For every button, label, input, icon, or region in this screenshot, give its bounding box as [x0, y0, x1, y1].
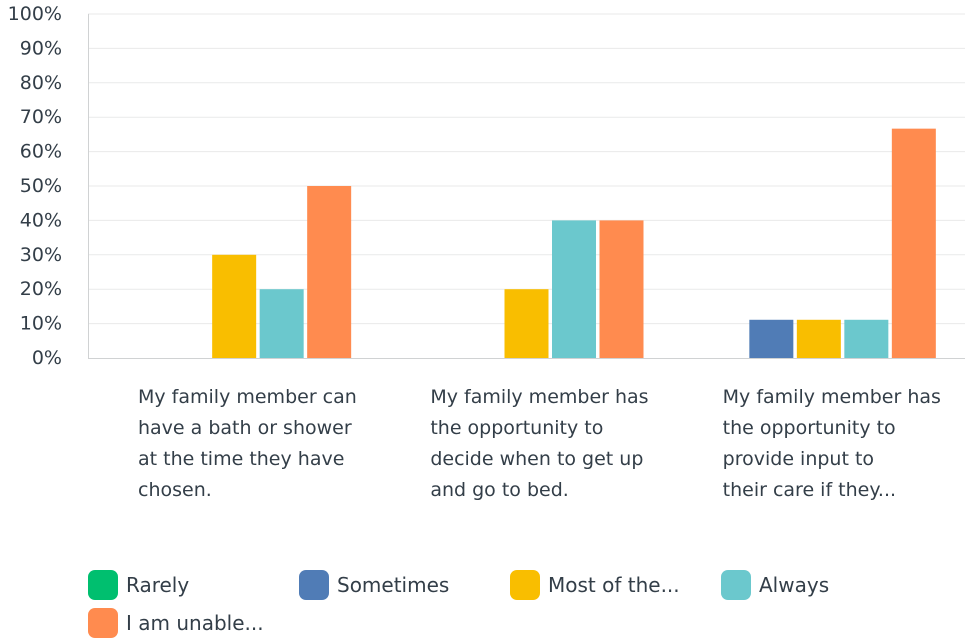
- legend-swatch-always: [721, 570, 751, 600]
- bar-most-of-the-3: [796, 319, 841, 358]
- y-tick-label: 70%: [20, 106, 62, 128]
- x-category-label: their care if they...: [723, 479, 896, 501]
- y-tick-label: 50%: [20, 175, 62, 197]
- x-category-label: and go to bed.: [430, 479, 568, 501]
- y-tick-label: 10%: [20, 313, 62, 335]
- bar-always-1: [259, 289, 304, 358]
- bar-i-am-unable-3: [891, 128, 936, 358]
- legend-item-always[interactable]: Always: [721, 570, 829, 600]
- x-category-label: at the time they have: [138, 448, 344, 470]
- legend-label-rarely: Rarely: [126, 573, 190, 597]
- x-category-label: My family member can: [138, 386, 357, 408]
- legend-label-always: Always: [759, 573, 830, 597]
- legend-item-sometimes[interactable]: Sometimes: [299, 570, 449, 600]
- bar-i-am-unable-2: [599, 220, 644, 358]
- bar-always-3: [844, 319, 889, 358]
- x-category-label: chosen.: [138, 479, 212, 501]
- legend-label-i-am-unable: I am unable...: [126, 611, 264, 635]
- y-tick-label: 30%: [20, 244, 62, 266]
- x-category-label: the opportunity to: [723, 417, 896, 439]
- legend-swatch-sometimes: [299, 570, 329, 600]
- bar-always-2: [552, 220, 596, 358]
- legend-item-rarely[interactable]: Rarely: [88, 570, 189, 600]
- bar-i-am-unable-1: [307, 186, 352, 358]
- y-tick-label: 90%: [20, 37, 62, 59]
- y-tick-label: 40%: [20, 209, 62, 231]
- y-tick-label: 60%: [20, 141, 62, 163]
- y-tick-label: 20%: [20, 278, 62, 300]
- legend-label-most-of-the: Most of the...: [548, 573, 680, 597]
- bar-most-of-the-2: [504, 289, 549, 358]
- bar-chart: 0% 10% 20% 30% 40% 50% 60% 70% 80% 90% 100% My fami…: [8, 3, 965, 501]
- x-category-label: have a bath or shower: [138, 417, 352, 439]
- legend-swatch-most-of-the: [510, 570, 540, 600]
- legend-swatch-rarely: [88, 570, 118, 600]
- bar-most-of-the-1: [212, 254, 257, 358]
- x-category-label: the opportunity to: [430, 417, 603, 439]
- bar-sometimes-3: [749, 319, 794, 358]
- y-tick-label: 0%: [32, 347, 62, 369]
- legend-swatch-i-am-unable: [88, 608, 118, 638]
- x-category-label: My family member has: [430, 386, 648, 408]
- x-category-label: My family member has: [723, 386, 941, 408]
- y-tick-label: 100%: [8, 3, 62, 25]
- legend-item-i-am-unable[interactable]: I am unable...: [88, 608, 264, 638]
- y-tick-label: 80%: [20, 72, 62, 94]
- legend-label-sometimes: Sometimes: [337, 573, 450, 597]
- x-category-label: provide input to: [723, 448, 874, 470]
- legend-item-most-of-the[interactable]: Most of the...: [510, 570, 680, 600]
- x-category-label: decide when to get up: [430, 448, 643, 470]
